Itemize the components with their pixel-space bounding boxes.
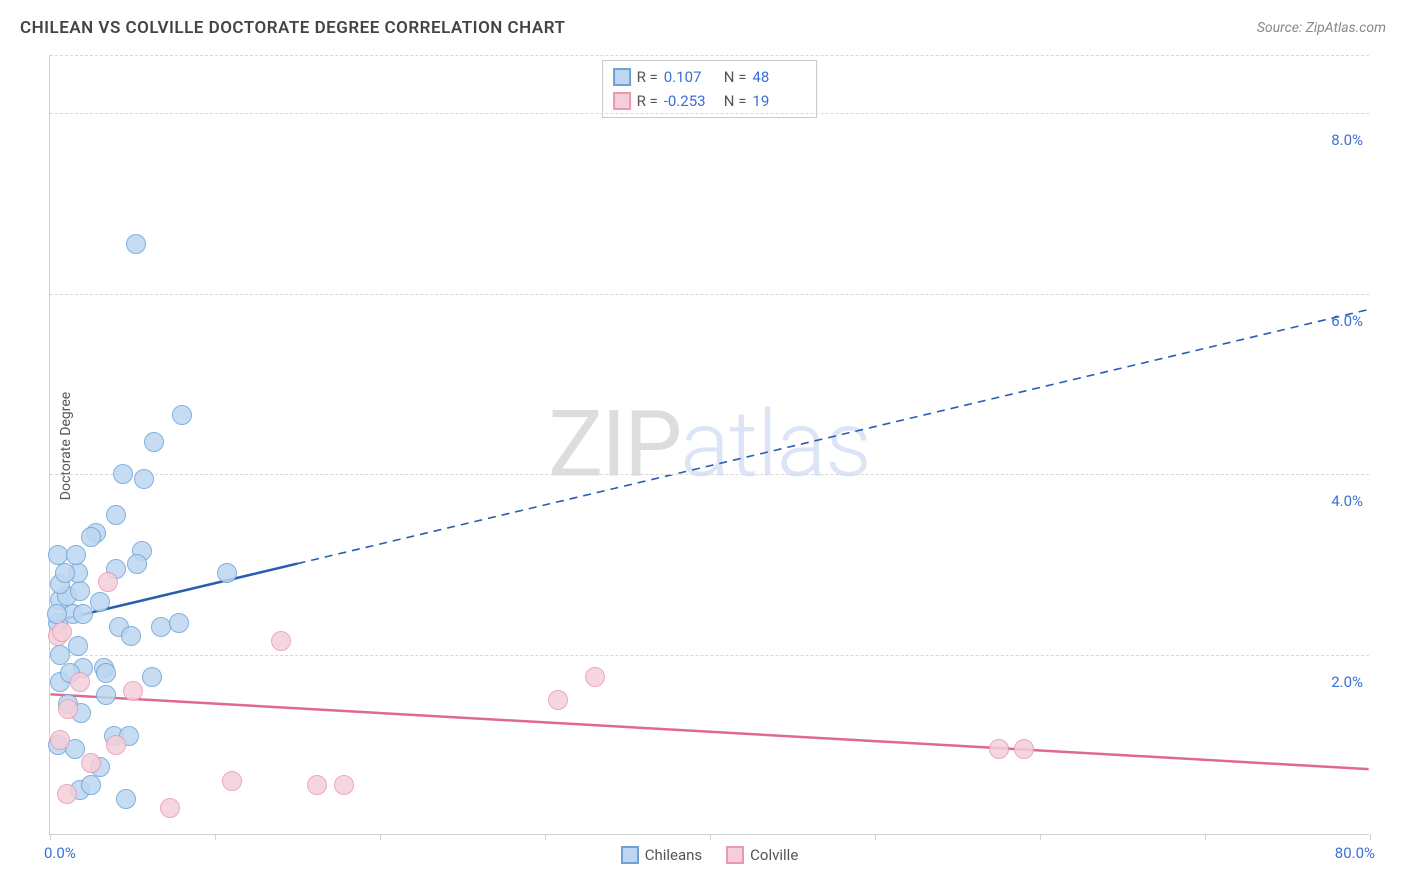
scatter-point bbox=[271, 631, 291, 651]
watermark-atlas: atlas bbox=[680, 391, 871, 498]
scatter-point bbox=[57, 784, 77, 804]
xtick-label: 0.0% bbox=[44, 844, 76, 862]
r-value: 0.107 bbox=[664, 68, 718, 86]
r-label: R = bbox=[637, 68, 658, 86]
swatch-icon bbox=[621, 846, 639, 864]
scatter-point bbox=[50, 645, 70, 665]
r-value: -0.253 bbox=[664, 92, 718, 110]
scatter-point bbox=[48, 545, 68, 565]
n-label: N = bbox=[724, 68, 747, 86]
scatter-point bbox=[222, 771, 242, 791]
chart-title: CHILEAN VS COLVILLE DOCTORATE DEGREE COR… bbox=[20, 18, 1386, 38]
scatter-point bbox=[81, 775, 101, 795]
ytick-label: 8.0% bbox=[1331, 131, 1363, 149]
gridline bbox=[50, 55, 1369, 56]
gridline bbox=[50, 474, 1369, 475]
watermark: ZIPatlas bbox=[548, 391, 871, 498]
xtick bbox=[1040, 834, 1041, 840]
scatter-point bbox=[121, 626, 141, 646]
scatter-point bbox=[90, 592, 110, 612]
xtick bbox=[875, 834, 876, 840]
stats-box: R = 0.107 N = 48 R = -0.253 N = 19 bbox=[602, 60, 818, 118]
scatter-point bbox=[81, 527, 101, 547]
plot-area: ZIPatlas R = 0.107 N = 48 R = -0.253 N =… bbox=[49, 55, 1369, 835]
xtick bbox=[215, 834, 216, 840]
trend-svg bbox=[50, 55, 1369, 834]
scatter-point bbox=[96, 685, 116, 705]
xtick bbox=[545, 834, 546, 840]
ytick-label: 2.0% bbox=[1331, 673, 1363, 691]
scatter-point bbox=[160, 798, 180, 818]
scatter-point bbox=[989, 739, 1009, 759]
scatter-point bbox=[116, 789, 136, 809]
scatter-point bbox=[47, 604, 67, 624]
scatter-point bbox=[134, 469, 154, 489]
scatter-point bbox=[334, 775, 354, 795]
scatter-point bbox=[68, 636, 88, 656]
scatter-point bbox=[96, 663, 116, 683]
xtick bbox=[710, 834, 711, 840]
xtick bbox=[380, 834, 381, 840]
legend-label: Colville bbox=[750, 846, 798, 864]
scatter-point bbox=[151, 617, 171, 637]
ytick-label: 6.0% bbox=[1331, 312, 1363, 330]
stats-row: R = -0.253 N = 19 bbox=[613, 89, 807, 113]
n-value: 48 bbox=[752, 68, 806, 86]
scatter-point bbox=[50, 730, 70, 750]
scatter-point bbox=[172, 405, 192, 425]
legend-item: Chileans bbox=[621, 846, 702, 864]
xtick bbox=[1205, 834, 1206, 840]
scatter-point bbox=[106, 735, 126, 755]
colville-trend-solid bbox=[50, 694, 1368, 769]
scatter-point bbox=[52, 622, 72, 642]
swatch-icon bbox=[613, 92, 631, 110]
scatter-point bbox=[66, 545, 86, 565]
scatter-point bbox=[585, 667, 605, 687]
legend-item: Colville bbox=[726, 846, 798, 864]
stats-row: R = 0.107 N = 48 bbox=[613, 65, 807, 89]
scatter-point bbox=[548, 690, 568, 710]
scatter-point bbox=[307, 775, 327, 795]
chileans-trend-dashed bbox=[298, 309, 1369, 563]
swatch-icon bbox=[613, 68, 631, 86]
xtick bbox=[50, 834, 51, 840]
scatter-point bbox=[169, 613, 189, 633]
scatter-point bbox=[58, 699, 78, 719]
watermark-zip: ZIP bbox=[548, 391, 680, 498]
scatter-point bbox=[98, 572, 118, 592]
source-label: Source: ZipAtlas.com bbox=[1257, 20, 1386, 36]
scatter-point bbox=[144, 432, 164, 452]
xtick-label: 80.0% bbox=[1335, 844, 1375, 862]
gridline bbox=[50, 113, 1369, 114]
scatter-point bbox=[106, 505, 126, 525]
scatter-point bbox=[217, 563, 237, 583]
scatter-point bbox=[142, 667, 162, 687]
scatter-point bbox=[73, 604, 93, 624]
scatter-point bbox=[126, 234, 146, 254]
swatch-icon bbox=[726, 846, 744, 864]
legend-label: Chileans bbox=[645, 846, 702, 864]
scatter-point bbox=[123, 681, 143, 701]
n-value: 19 bbox=[752, 92, 806, 110]
ytick-label: 4.0% bbox=[1331, 492, 1363, 510]
scatter-point bbox=[127, 554, 147, 574]
r-label: R = bbox=[637, 92, 658, 110]
gridline bbox=[50, 655, 1369, 656]
scatter-point bbox=[1014, 739, 1034, 759]
n-label: N = bbox=[724, 92, 747, 110]
scatter-point bbox=[55, 563, 75, 583]
gridline bbox=[50, 294, 1369, 295]
scatter-point bbox=[70, 581, 90, 601]
bottom-legend: Chileans Colville bbox=[50, 846, 1369, 864]
scatter-point bbox=[113, 464, 133, 484]
scatter-point bbox=[81, 753, 101, 773]
scatter-point bbox=[70, 672, 90, 692]
xtick bbox=[1370, 834, 1371, 840]
